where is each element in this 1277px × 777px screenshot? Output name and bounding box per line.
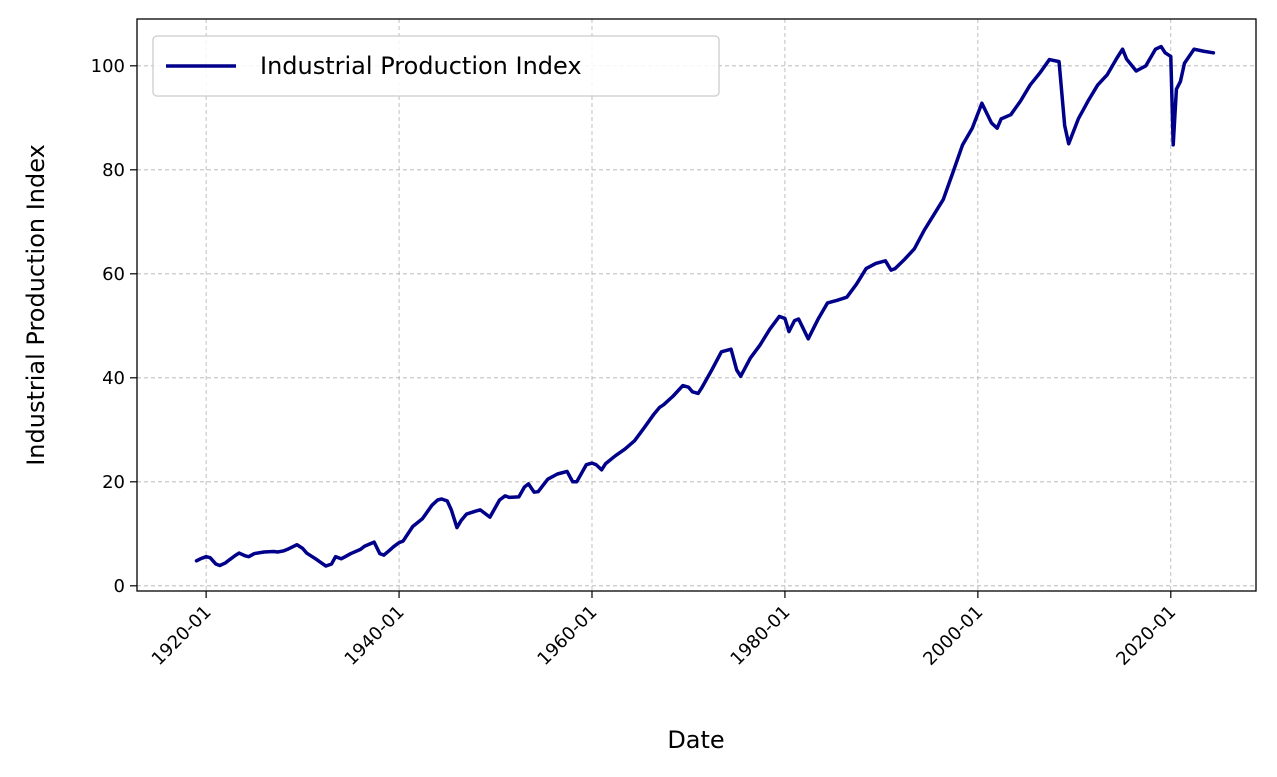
legend: Industrial Production Index	[153, 36, 719, 96]
y-tick-label: 60	[102, 264, 125, 285]
y-tick-label: 20	[102, 472, 125, 493]
x-axis-title: Date	[667, 726, 724, 754]
y-tick-label: 80	[102, 160, 125, 181]
y-axis-title: Industrial Production Index	[22, 144, 50, 466]
y-tick-label: 0	[114, 576, 125, 597]
legend-label: Industrial Production Index	[260, 52, 582, 80]
y-tick-label: 40	[102, 368, 125, 389]
y-tick-label: 100	[91, 56, 125, 77]
